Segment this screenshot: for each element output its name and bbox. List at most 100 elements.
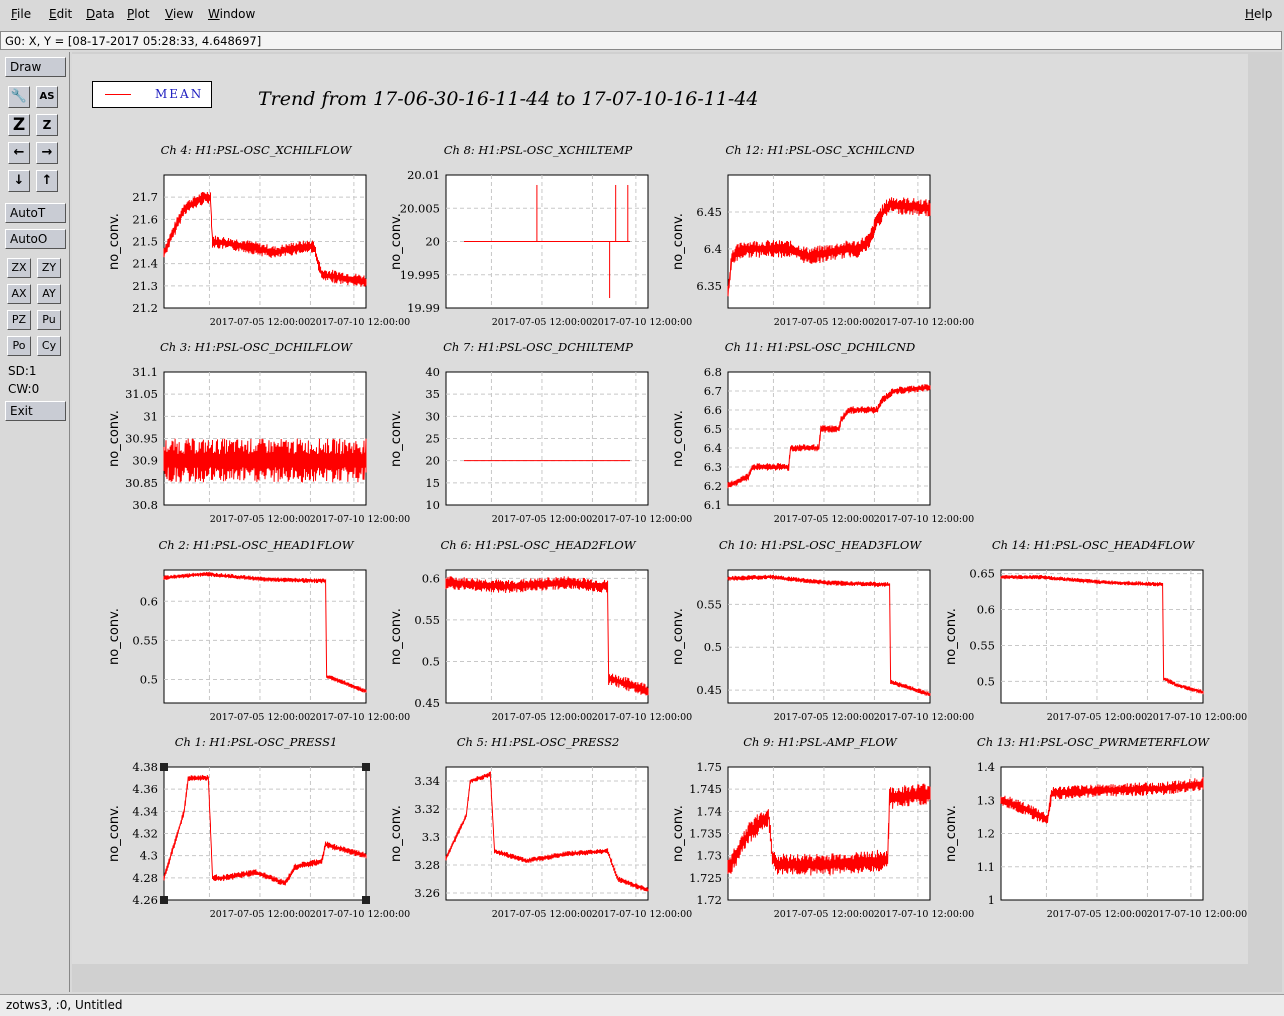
ay-button[interactable]: AY [37, 284, 61, 304]
arrow-left-icon[interactable]: ← [8, 142, 30, 164]
series-mean [727, 783, 931, 876]
y-tick-label: 40 [425, 365, 440, 379]
chart-14: 1.4 1.3 1.2 1.1 1 2017-07-05 12:00:00 2017-07-… [944, 735, 1247, 920]
menu-view[interactable]: View [165, 7, 194, 21]
y-tick-label: 3.28 [414, 858, 440, 872]
y-axis-label: no_conv. [107, 608, 122, 665]
menu-edit[interactable]: Edit [49, 7, 73, 21]
wrench-icon[interactable]: 🔧 [8, 86, 30, 108]
y-tick-label: 30.8 [132, 498, 158, 512]
y-axis-label: no_conv. [107, 213, 122, 270]
x-tick-label: 2017-07-10 12:00:00 [310, 909, 410, 920]
zx-button[interactable]: ZX [7, 258, 31, 278]
y-tick-label: 6.6 [704, 403, 722, 417]
y-tick-label: 0.5 [422, 654, 440, 668]
y-tick-label: 30 [425, 409, 440, 423]
y-tick-label: 4.34 [132, 804, 158, 818]
x-tick-label: 2017-07-10 12:00:00 [592, 317, 692, 328]
y-tick-label: 3.26 [414, 886, 440, 900]
draw-button[interactable]: Draw [5, 57, 66, 77]
y-tick-label: 30.9 [132, 454, 158, 468]
zy-button[interactable]: ZY [37, 258, 61, 278]
y-tick-label: 1.75 [696, 760, 722, 774]
x-tick-label: 2017-07-10 12:00:00 [310, 317, 410, 328]
exit-button[interactable]: Exit [5, 401, 66, 421]
y-tick-label: 1.1 [977, 860, 995, 874]
y-axis-label: no_conv. [944, 805, 959, 862]
series-mean [1000, 776, 1204, 824]
chart-11: 4.38 4.36 4.34 4.32 4.3 4.28 4.26 2017-07-05 12… [107, 735, 410, 920]
y-tick-label: 1.3 [977, 793, 995, 807]
chart-frame [445, 766, 649, 901]
y-axis-label: no_conv. [671, 213, 686, 270]
y-tick-label: 1.72 [696, 893, 722, 907]
autoo-button[interactable]: AutoO [5, 229, 66, 249]
chart-10: 0.65 0.6 0.55 0.5 2017-07-05 12:00:00 2017-07… [944, 538, 1247, 723]
y-tick-label: 30.85 [125, 476, 158, 490]
pu-button[interactable]: Pu [37, 310, 61, 330]
y-tick-label: 6.45 [696, 205, 722, 219]
autot-button[interactable]: AutoT [5, 203, 66, 223]
y-tick-label: 1 [988, 893, 995, 907]
chart-4: 31.1 31.05 31 30.95 30.9 30.85 30.8 2017-07-05 … [107, 340, 410, 525]
y-tick-label: 0.55 [414, 613, 440, 627]
chart-12: 3.34 3.32 3.3 3.28 3.26 2017-07-05 12:00:00 20… [389, 735, 692, 920]
menu-help[interactable]: Help [1245, 7, 1273, 21]
x-tick-label: 2017-07-05 12:00:00 [1047, 712, 1147, 723]
x-tick-label: 2017-07-05 12:00:00 [492, 317, 592, 328]
selection-handle [160, 763, 168, 771]
chart-1: 21.7 21.6 21.5 21.4 21.3 21.2 2017-07-05 12:00… [107, 143, 410, 328]
y-tick-label: 20.01 [407, 168, 440, 182]
menu-file[interactable]: File [11, 7, 32, 21]
chart-6: 6.8 6.7 6.6 6.5 6.4 6.3 6.2 6.1 2017-07-05 12:00… [671, 340, 974, 525]
menu-data[interactable]: Data [86, 7, 115, 21]
pz-button[interactable]: PZ [7, 310, 31, 330]
selection-handle [362, 763, 370, 771]
menu-window[interactable]: Window [208, 7, 256, 21]
selection-handle [160, 896, 168, 904]
x-tick-label: 2017-07-10 12:00:00 [874, 909, 974, 920]
toolbar: Draw 🔧 AS Z Z ← → ↓ ↑ AutoT AutoO ZX ZY … [0, 52, 70, 992]
po-button[interactable]: Po [7, 336, 31, 356]
y-tick-label: 6.4 [704, 242, 722, 256]
x-tick-label: 2017-07-05 12:00:00 [210, 712, 310, 723]
x-tick-label: 2017-07-05 12:00:00 [210, 514, 310, 525]
menu-plot[interactable]: Plot [127, 7, 150, 21]
chart-5: 40 35 30 25 20 15 10 2017-07-05 12:00:00 2017-07… [389, 340, 692, 525]
display-info: zotws3, :0, Untitled [6, 998, 123, 1012]
zoom-z-small-icon[interactable]: Z [36, 114, 58, 136]
y-tick-label: 0.55 [969, 638, 995, 652]
chart-8: 0.6 0.55 0.5 0.45 2017-07-05 12:00:00 2017-07… [389, 538, 692, 723]
y-tick-label: 6.1 [704, 498, 722, 512]
menu-bar: File Edit Data Plot View Window Help [0, 0, 1284, 30]
series-mean [727, 574, 931, 696]
arrow-down-icon[interactable]: ↓ [8, 170, 30, 192]
chart-title: Ch 4: H1:PSL-OSC_XCHILFLOW [161, 143, 353, 157]
y-tick-label: 21.5 [132, 235, 158, 249]
y-tick-label: 19.995 [400, 268, 440, 282]
x-tick-label: 2017-07-05 12:00:00 [774, 317, 874, 328]
arrow-right-icon[interactable]: → [36, 142, 58, 164]
cy-button[interactable]: Cy [37, 336, 61, 356]
text-scale-icon[interactable]: AS [36, 86, 58, 108]
chart-frame [727, 569, 931, 704]
x-tick-label: 2017-07-10 12:00:00 [592, 514, 692, 525]
cw-readout: CW:0 [8, 382, 40, 396]
arrow-up-icon[interactable]: ↑ [36, 170, 58, 192]
y-tick-label: 20 [425, 454, 440, 468]
y-tick-label: 6.8 [704, 365, 722, 379]
zoom-z-large-icon[interactable]: Z [8, 114, 30, 136]
x-tick-label: 2017-07-10 12:00:00 [592, 909, 692, 920]
y-tick-label: 0.45 [414, 696, 440, 710]
x-tick-label: 2017-07-10 12:00:00 [874, 514, 974, 525]
chart-2: 20.01 20.005 20 19.995 19.99 2017-07-05 12:00… [389, 143, 692, 328]
chart-title: Ch 7: H1:PSL-OSC_DCHILTEMP [443, 340, 633, 354]
y-tick-label: 0.6 [422, 571, 440, 585]
y-tick-label: 1.725 [689, 871, 722, 885]
ax-button[interactable]: AX [7, 284, 31, 304]
y-tick-label: 1.4 [977, 760, 995, 774]
y-tick-label: 3.3 [422, 830, 440, 844]
chart-title: Ch 10: H1:PSL-OSC_HEAD3FLOW [719, 538, 923, 552]
x-tick-label: 2017-07-05 12:00:00 [492, 909, 592, 920]
